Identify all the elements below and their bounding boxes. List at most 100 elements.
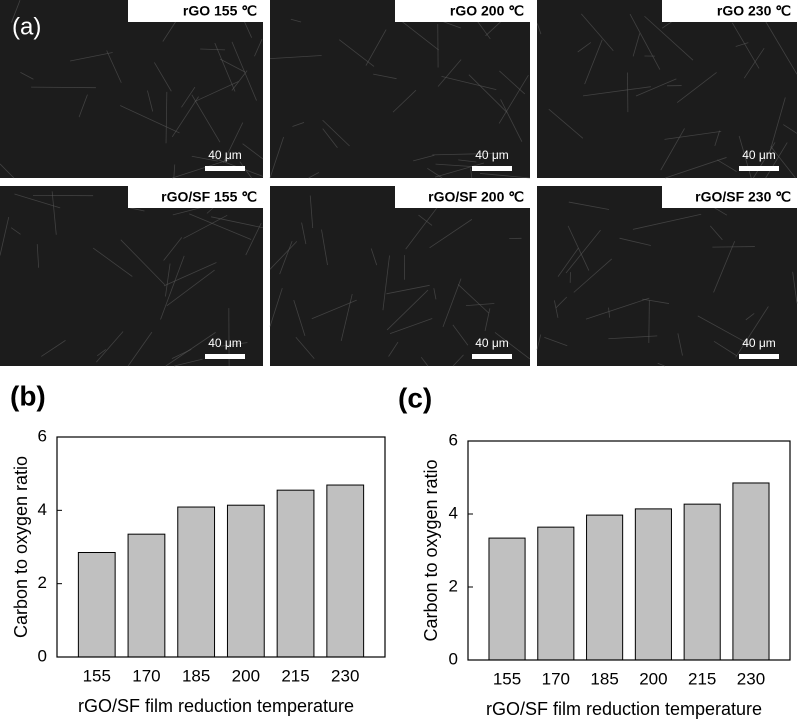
x-tick-label: 215 bbox=[688, 669, 716, 688]
texture bbox=[664, 130, 722, 140]
scale-bar bbox=[472, 354, 512, 359]
texture bbox=[290, 18, 302, 23]
texture bbox=[632, 213, 702, 230]
texture bbox=[163, 262, 217, 287]
texture bbox=[536, 23, 542, 35]
texture bbox=[629, 13, 661, 70]
texture bbox=[31, 86, 96, 89]
y-tick-label: 2 bbox=[38, 573, 47, 592]
texture bbox=[10, 227, 21, 235]
texture bbox=[153, 62, 172, 92]
bar bbox=[488, 537, 526, 661]
texture bbox=[432, 152, 500, 156]
texture bbox=[441, 76, 497, 90]
texture bbox=[581, 13, 614, 52]
texture bbox=[78, 94, 88, 118]
texture bbox=[769, 97, 786, 153]
texture bbox=[269, 55, 322, 60]
panel-label: (c) bbox=[398, 382, 432, 413]
texture bbox=[340, 293, 353, 342]
texture bbox=[106, 50, 122, 83]
texture bbox=[764, 20, 798, 75]
texture bbox=[465, 303, 495, 307]
texture bbox=[743, 47, 765, 79]
texture bbox=[20, 72, 34, 80]
texture bbox=[619, 237, 651, 246]
texture bbox=[200, 48, 226, 51]
texture bbox=[735, 42, 749, 47]
bar bbox=[586, 514, 624, 661]
scale-bar bbox=[739, 166, 779, 171]
scale-label: 40 μm bbox=[742, 148, 776, 162]
texture bbox=[660, 128, 685, 171]
texture bbox=[322, 128, 338, 149]
scale-bar bbox=[472, 166, 512, 171]
texture bbox=[484, 308, 491, 332]
texture bbox=[160, 255, 185, 320]
sem-image bbox=[537, 186, 797, 366]
texture bbox=[437, 59, 462, 87]
texture bbox=[413, 154, 435, 162]
texture bbox=[127, 331, 153, 367]
x-tick-label: 230 bbox=[737, 669, 765, 688]
sem-image bbox=[0, 0, 263, 178]
texture bbox=[269, 241, 298, 270]
sem-image bbox=[537, 0, 797, 178]
texture bbox=[713, 241, 736, 293]
texture bbox=[402, 21, 439, 51]
texture bbox=[51, 191, 57, 235]
texture bbox=[392, 89, 417, 113]
x-tick-label: 155 bbox=[83, 666, 111, 685]
texture bbox=[293, 300, 306, 337]
texture bbox=[120, 105, 180, 134]
x-tick-label: 155 bbox=[493, 669, 521, 688]
texture bbox=[173, 164, 176, 179]
texture bbox=[292, 122, 305, 127]
texture bbox=[295, 336, 315, 359]
x-tick-label: 200 bbox=[639, 669, 667, 688]
y-axis-label: Carbon to oxygen ratio bbox=[421, 459, 441, 641]
texture bbox=[568, 201, 610, 210]
texture bbox=[557, 247, 579, 277]
texture bbox=[536, 334, 542, 351]
texture bbox=[745, 313, 755, 321]
texture bbox=[321, 229, 328, 266]
texture bbox=[14, 193, 61, 209]
texture bbox=[577, 42, 592, 53]
texture bbox=[608, 307, 611, 318]
image-label: rGO 230 ℃ bbox=[717, 3, 791, 19]
texture bbox=[713, 340, 737, 356]
texture bbox=[452, 324, 469, 346]
texture bbox=[676, 72, 717, 103]
texture bbox=[582, 86, 651, 97]
texture bbox=[36, 244, 40, 268]
texture bbox=[657, 362, 665, 367]
texture bbox=[279, 240, 293, 275]
texture bbox=[442, 278, 462, 328]
texture bbox=[565, 229, 601, 274]
texture bbox=[269, 136, 284, 179]
texture bbox=[452, 354, 464, 367]
label-box bbox=[662, 186, 797, 208]
texture bbox=[420, 356, 429, 367]
y-axis-label: Carbon to oxygen ratio bbox=[11, 456, 31, 638]
texture bbox=[468, 74, 508, 113]
bar bbox=[634, 508, 672, 661]
texture bbox=[96, 331, 124, 363]
texture bbox=[434, 162, 485, 178]
label-box bbox=[662, 0, 797, 22]
texture bbox=[648, 300, 650, 343]
texture bbox=[191, 155, 218, 162]
bar bbox=[177, 506, 216, 658]
scale-label: 40 μm bbox=[208, 148, 242, 162]
x-axis-label: rGO/SF film reduction temperature bbox=[78, 696, 354, 716]
texture bbox=[165, 91, 168, 144]
texture bbox=[222, 122, 244, 163]
texture bbox=[458, 159, 477, 163]
texture bbox=[220, 342, 248, 347]
texture bbox=[712, 246, 755, 248]
plot-frame bbox=[56, 436, 386, 658]
x-tick-label: 170 bbox=[132, 666, 160, 685]
texture bbox=[677, 333, 683, 356]
texture bbox=[479, 173, 531, 179]
